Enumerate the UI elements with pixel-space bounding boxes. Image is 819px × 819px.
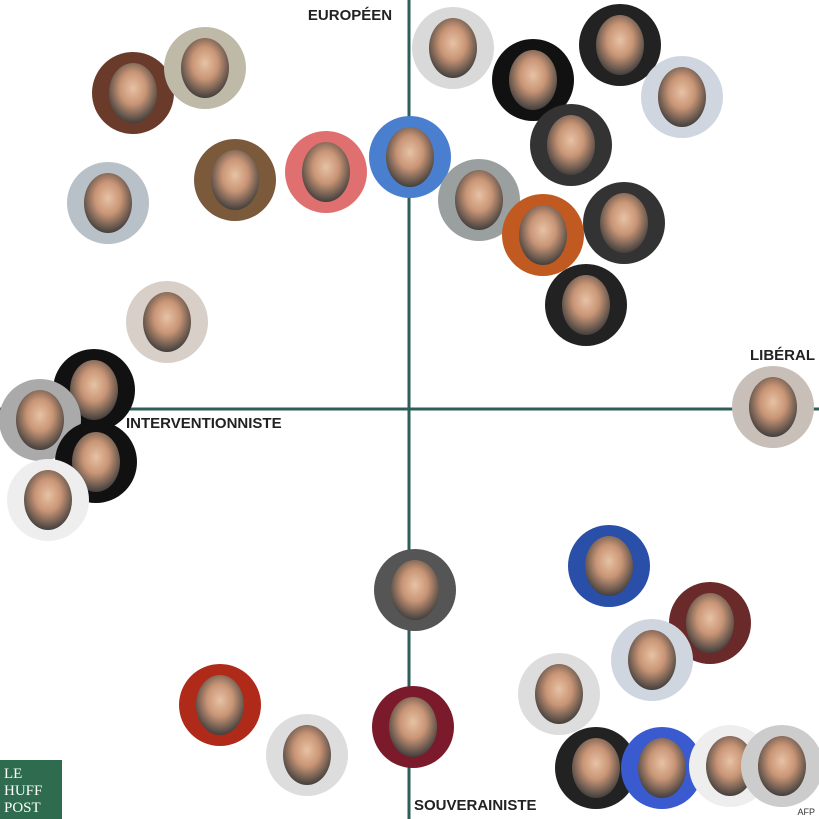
- portraits: [0, 4, 819, 809]
- logo-text: POST: [4, 800, 41, 816]
- portrait-face: [509, 50, 557, 110]
- portrait-face: [628, 630, 676, 690]
- portrait-face: [585, 536, 633, 596]
- axis-label-bottom: SOUVERAINISTE: [414, 797, 537, 814]
- portrait-face: [70, 360, 118, 420]
- logo-text: LE: [4, 766, 22, 782]
- portrait-face: [686, 593, 734, 653]
- portrait-face: [283, 725, 331, 785]
- portrait-face: [181, 38, 229, 98]
- portrait-face: [638, 738, 686, 798]
- portrait-face: [391, 560, 439, 620]
- axis-label-top: EUROPÉEN: [308, 7, 392, 24]
- portrait-face: [658, 67, 706, 127]
- portrait-face: [519, 205, 567, 265]
- portrait-face: [596, 15, 644, 75]
- portrait-face: [211, 150, 259, 210]
- axis-label-left: INTERVENTIONNISTE: [126, 415, 282, 432]
- portrait-face: [24, 470, 72, 530]
- portrait-face: [386, 127, 434, 187]
- portrait-face: [302, 142, 350, 202]
- portrait-face: [706, 736, 754, 796]
- portrait-face: [109, 63, 157, 123]
- portrait-face: [562, 275, 610, 335]
- portrait-face: [455, 170, 503, 230]
- portrait-face: [196, 675, 244, 735]
- axis-label-right: LIBÉRAL: [750, 347, 815, 364]
- portrait-face: [758, 736, 806, 796]
- portrait-face: [535, 664, 583, 724]
- logo-box: [0, 760, 62, 819]
- portrait-face: [389, 697, 437, 757]
- portrait-face: [84, 173, 132, 233]
- portrait-face: [143, 292, 191, 352]
- portrait-face: [547, 115, 595, 175]
- portrait-face: [572, 738, 620, 798]
- portrait-face: [429, 18, 477, 78]
- portrait-face: [16, 390, 64, 450]
- logo-text: HUFF: [4, 783, 42, 799]
- portrait-face: [72, 432, 120, 492]
- credit: AFP: [797, 807, 815, 817]
- portrait-face: [600, 193, 648, 253]
- portrait-face: [749, 377, 797, 437]
